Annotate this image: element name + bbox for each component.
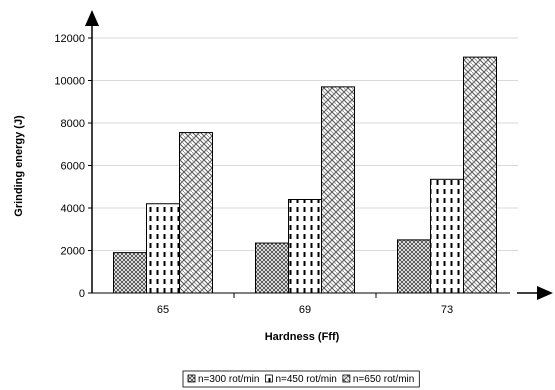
bar-n-450-rot-min-73	[430, 178, 464, 294]
bars	[113, 56, 497, 294]
y-tick-label: 6000	[61, 161, 85, 173]
legend-swatch	[187, 374, 196, 383]
y-axis-title: Grinding energy (J)	[13, 115, 25, 217]
y-axis-arrow-icon	[85, 10, 99, 26]
y-tick-label: 8000	[61, 118, 85, 130]
legend-swatch	[265, 374, 273, 383]
y-tick-label: 2000	[61, 246, 85, 258]
bar-n-300-rot-min-69	[255, 242, 289, 294]
bar-n-650-rot-min-65	[179, 132, 213, 294]
x-tick-label: 73	[441, 304, 453, 316]
legend-label: n=650 rot/min	[353, 374, 414, 385]
bar-n-650-rot-min-69	[321, 86, 355, 294]
legend-box	[182, 370, 420, 388]
legend-label: n=450 rot/min	[275, 374, 336, 385]
bar-n-300-rot-min-73	[397, 239, 431, 294]
x-axis-arrow-icon	[537, 286, 553, 300]
bar-n-650-rot-min-73	[463, 56, 497, 294]
legend: n=300 rot/min n=450 rot/min n=650 rot/min	[182, 370, 420, 388]
y-ticks: 0 2000 4000 6000 8000 10000 12000	[54, 33, 92, 300]
x-axis-title: Hardness (Fff)	[265, 331, 340, 343]
bar-n-450-rot-min-65	[146, 203, 180, 294]
y-tick-label: 10000	[54, 76, 85, 88]
bar-n-450-rot-min-69	[288, 199, 322, 294]
y-tick-label: 12000	[54, 33, 85, 45]
x-tick-label: 65	[157, 304, 169, 316]
legend-label: n=300 rot/min	[198, 374, 259, 385]
x-tick-label: 69	[299, 304, 311, 316]
axes	[85, 10, 553, 300]
x-ticks: 65 69 73	[157, 293, 453, 316]
y-tick-label: 4000	[61, 203, 85, 215]
y-tick-label: 0	[79, 288, 85, 300]
legend-swatch	[342, 374, 351, 383]
bar-n-300-rot-min-65	[113, 252, 147, 294]
